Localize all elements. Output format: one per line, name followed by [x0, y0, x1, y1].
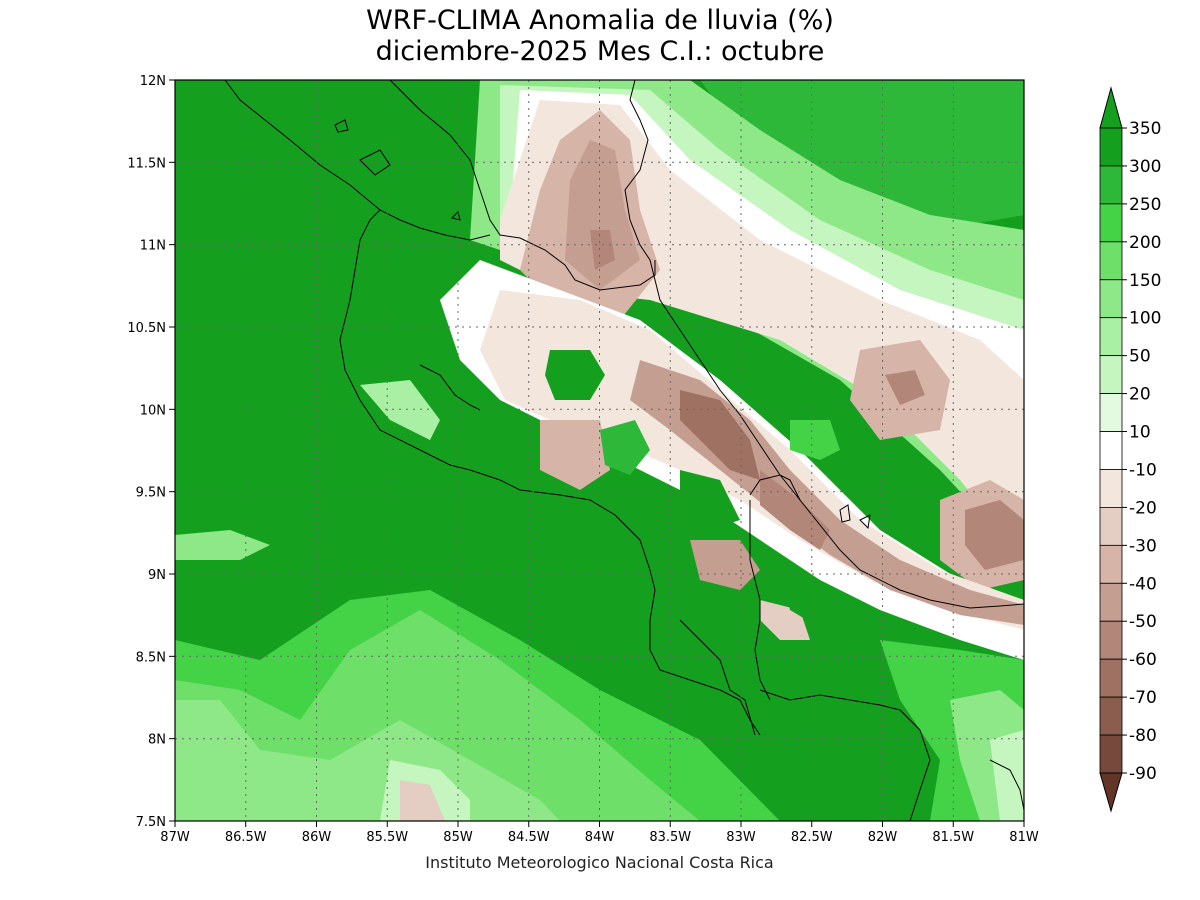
lon-tick-label: 84W	[585, 830, 615, 845]
lat-tick-label: 10.5N	[127, 321, 166, 336]
lon-tick-label: 82.5W	[791, 830, 833, 845]
lat-tick-label: 9N	[148, 568, 166, 583]
colorbar-segment	[1099, 279, 1123, 319]
lon-tick-label: 86.5W	[225, 830, 267, 845]
lon-tick-label: 86W	[302, 830, 332, 845]
colorbar-segment	[1099, 658, 1123, 698]
colorbar-label: 300	[1129, 157, 1161, 177]
lon-tick-label: 87W	[160, 830, 190, 845]
colorbar-segment	[1099, 393, 1123, 432]
colorbar-segment	[1099, 734, 1123, 774]
colorbar-label: 50	[1129, 347, 1151, 367]
colorbar-segment	[1099, 355, 1123, 394]
lon-tick-label: 85.5W	[366, 830, 408, 845]
colorbar-segment	[1099, 507, 1123, 546]
colorbar-segment	[1099, 317, 1123, 357]
colorbar-segment	[1099, 431, 1123, 470]
colorbar-label: -60	[1129, 650, 1157, 670]
chart-subtitle: diciembre-2025 Mes C.I.: octubre	[375, 36, 825, 67]
colorbar-label: -50	[1129, 612, 1157, 632]
colorbar-segment	[1099, 544, 1123, 584]
lat-tick-label: 9.5N	[136, 486, 166, 501]
colorbar-segment	[1099, 469, 1123, 508]
anomaly-field	[175, 80, 1024, 821]
lat-tick-label: 10N	[140, 403, 166, 418]
colorbar-segment	[1099, 241, 1123, 281]
lat-tick-label: 11N	[140, 239, 166, 254]
lon-tick-label: 83.5W	[649, 830, 691, 845]
lat-tick-label: 11.5N	[127, 156, 166, 171]
colorbar-label: 20	[1129, 385, 1151, 405]
lon-tick-label: 85W	[443, 830, 473, 845]
colorbar-segment	[1099, 127, 1123, 167]
lat-tick-label: 7.5N	[136, 815, 166, 830]
latitude-axis: 12N 11.5N 11N 10.5N 10N 9.5N 9N 8.5N 8N 7.5N	[127, 74, 175, 830]
lat-tick-label: 12N	[140, 74, 166, 89]
lon-tick-label: 81.5W	[932, 830, 974, 845]
colorbar-top-arrow	[1099, 86, 1123, 129]
colorbar-segment	[1099, 203, 1123, 243]
colorbar-label: -90	[1129, 764, 1157, 784]
colorbar-legend: 350 300 250 200 150 100 50 20 10 -10 -20 -30 -40 -50 -…	[1099, 86, 1161, 813]
grid-lines	[175, 80, 1024, 821]
colorbar-label: 10	[1129, 423, 1151, 443]
lon-tick-label: 82W	[868, 830, 898, 845]
colorbar-segment	[1099, 165, 1123, 205]
colorbar-label: -30	[1129, 536, 1157, 556]
colorbar-label: -10	[1129, 460, 1157, 480]
colorbar-label: -40	[1129, 574, 1157, 594]
colorbar-segment	[1099, 696, 1123, 736]
lon-tick-label: 83W	[726, 830, 756, 845]
chart-title: WRF-CLIMA Anomalia de lluvia (%)	[366, 5, 834, 36]
coastline	[224, 80, 1024, 821]
colorbar-segment	[1099, 582, 1123, 622]
footer-credit: Instituto Meteorologico Nacional Costa R…	[425, 853, 774, 872]
colorbar-label: 200	[1129, 233, 1161, 253]
lon-tick-label: 81W	[1009, 830, 1039, 845]
colorbar-bottom-arrow	[1099, 772, 1123, 813]
lat-tick-label: 8.5N	[136, 650, 166, 665]
colorbar-label: 150	[1129, 271, 1161, 291]
colorbar-label: 250	[1129, 195, 1161, 215]
lat-tick-label: 8N	[148, 733, 166, 748]
lon-tick-label: 84.5W	[508, 830, 550, 845]
colorbar-label: -80	[1129, 726, 1157, 746]
colorbar-label: -20	[1129, 498, 1157, 518]
colorbar-label: 350	[1129, 119, 1161, 139]
longitude-axis: 87W 86.5W 86W 85.5W 85W 84.5W 84W 83.5W 83W 82.5W…	[160, 821, 1039, 845]
colorbar-label: -70	[1129, 688, 1157, 708]
colorbar-label: 100	[1129, 309, 1161, 329]
colorbar-segment	[1099, 620, 1123, 660]
